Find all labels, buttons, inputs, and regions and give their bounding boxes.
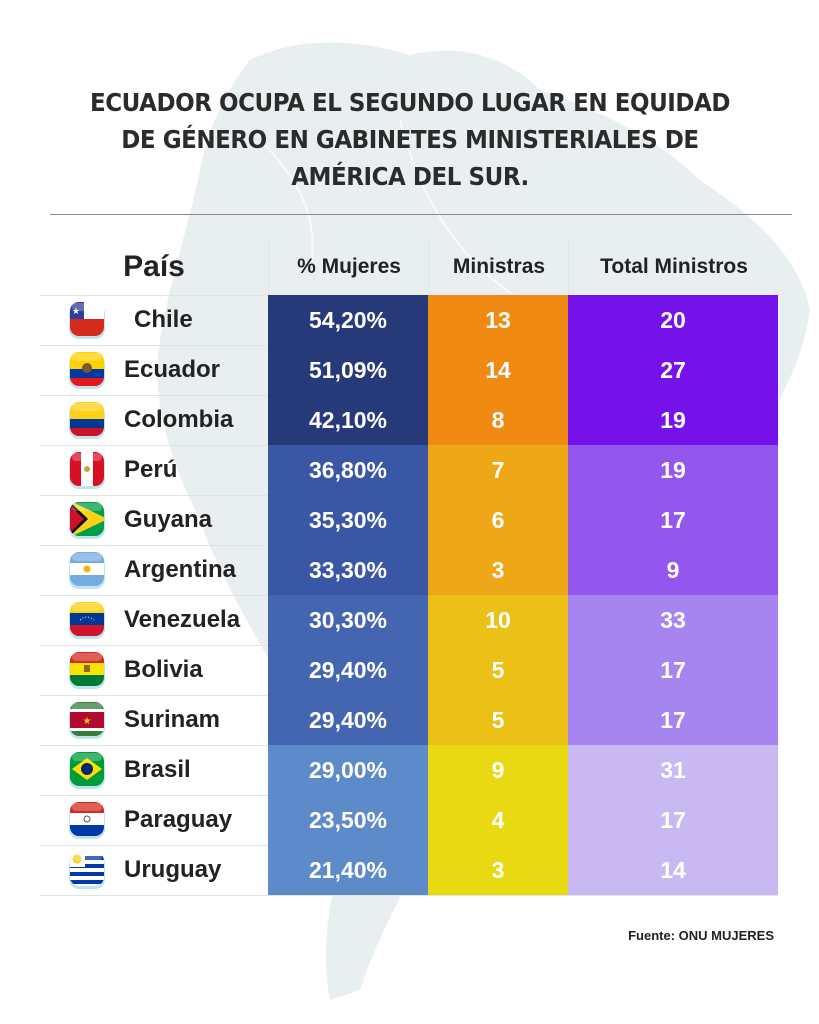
table-row: Ecuador 51,09% 14 27	[40, 345, 778, 395]
ministras-cell: 10	[428, 595, 568, 645]
argentina-flag-icon	[68, 550, 106, 590]
country-name: Brasil	[124, 756, 191, 783]
suriname-flag-icon: ★	[68, 700, 106, 740]
ministras-cell: 8	[428, 395, 568, 445]
total-ministros-cell: 19	[568, 445, 778, 495]
ministras-cell: 14	[428, 345, 568, 395]
pct-mujeres-cell: 21,40%	[268, 845, 428, 895]
table-row: Argentina 33,30% 3 9	[40, 545, 778, 595]
country-name: Uruguay	[124, 856, 222, 883]
svg-text:★: ★	[72, 306, 80, 316]
pct-mujeres-cell: 54,20%	[268, 295, 428, 345]
guyana-flag-icon	[68, 500, 106, 540]
venezuela-flag-icon	[68, 600, 106, 640]
country-cell: Perú	[40, 445, 268, 495]
pct-mujeres-cell: 51,09%	[268, 345, 428, 395]
ministras-cell: 4	[428, 795, 568, 845]
ministras-cell: 5	[428, 645, 568, 695]
country-cell: ★ Surinam	[40, 695, 268, 745]
pct-mujeres-cell: 35,30%	[268, 495, 428, 545]
table-body: ★ Chile 54,20% 13 20 Ecuador 51,09% 14 27 Colombi…	[40, 295, 778, 896]
pct-mujeres-cell: 23,50%	[268, 795, 428, 845]
total-ministros-cell: 31	[568, 745, 778, 795]
uruguay-flag-icon	[68, 850, 106, 890]
total-ministros-cell: 17	[568, 695, 778, 745]
source-note: Fuente: ONU MUJERES	[628, 928, 774, 943]
title-line-3: AMÉRICA DEL SUR.	[291, 162, 529, 191]
country-name: Ecuador	[124, 356, 221, 383]
table-row: Bolivia 29,40% 5 17	[40, 645, 778, 695]
header-ministras: Ministras	[428, 238, 569, 295]
country-name: Argentina	[124, 556, 237, 583]
colombia-flag-icon	[68, 400, 106, 440]
pct-mujeres-cell: 29,40%	[268, 645, 428, 695]
total-ministros-cell: 17	[568, 645, 778, 695]
total-ministros-cell: 20	[568, 295, 778, 345]
ministras-cell: 9	[428, 745, 568, 795]
page-title: ECUADOR OCUPA EL SEGUNDO LUGAR EN EQUIDA…	[70, 84, 751, 195]
ecuador-flag-icon	[68, 350, 106, 390]
country-name: Venezuela	[124, 606, 241, 633]
pct-mujeres-cell: 42,10%	[268, 395, 428, 445]
header-pct-mujeres: % Mujeres	[268, 238, 429, 295]
peru-flag-icon	[68, 450, 106, 490]
total-ministros-cell: 27	[568, 345, 778, 395]
table-row: Colombia 42,10% 8 19	[40, 395, 778, 445]
total-ministros-cell: 14	[568, 845, 778, 895]
ministras-cell: 7	[428, 445, 568, 495]
total-ministros-cell: 33	[568, 595, 778, 645]
table-row: Paraguay 23,50% 4 17	[40, 795, 778, 845]
bolivia-flag-icon	[68, 650, 106, 690]
table-row: Venezuela 30,30% 10 33	[40, 595, 778, 645]
paraguay-flag-icon	[68, 800, 106, 840]
svg-text:★: ★	[83, 716, 92, 727]
table-header: País % Mujeres Ministras Total Ministros	[40, 238, 778, 295]
country-name: Paraguay	[124, 806, 233, 833]
title-line-1: ECUADOR OCUPA EL SEGUNDO LUGAR EN EQUIDA…	[89, 88, 730, 117]
table-row: ★ Surinam 29,40% 5 17	[40, 695, 778, 745]
country-name: Bolivia	[124, 656, 203, 683]
pct-mujeres-cell: 29,40%	[268, 695, 428, 745]
country-name: Chile	[134, 306, 193, 333]
title-divider	[50, 214, 792, 215]
country-name: Surinam	[124, 706, 221, 733]
pct-mujeres-cell: 30,30%	[268, 595, 428, 645]
header-pais: País	[123, 249, 185, 283]
ministras-cell: 13	[428, 295, 568, 345]
country-cell: Paraguay	[40, 795, 268, 845]
table-row: ★ Chile 54,20% 13 20	[40, 295, 778, 345]
country-cell: Venezuela	[40, 595, 268, 645]
header-total-ministros: Total Ministros	[568, 238, 779, 295]
data-table: País % Mujeres Ministras Total Ministros…	[40, 238, 778, 896]
table-row: Uruguay 21,40% 3 14	[40, 845, 778, 896]
ministras-cell: 3	[428, 545, 568, 595]
total-ministros-cell: 17	[568, 795, 778, 845]
table-row: Perú 36,80% 7 19	[40, 445, 778, 495]
country-cell: Guyana	[40, 495, 268, 545]
ministras-cell: 6	[428, 495, 568, 545]
country-cell: Brasil	[40, 745, 268, 795]
ministras-cell: 3	[428, 845, 568, 895]
country-name: Guyana	[124, 506, 213, 533]
country-name: Colombia	[124, 406, 234, 433]
country-cell: ★ Chile	[40, 295, 268, 345]
country-name: Perú	[124, 456, 178, 483]
ministras-cell: 5	[428, 695, 568, 745]
table-row: Brasil 29,00% 9 31	[40, 745, 778, 795]
total-ministros-cell: 19	[568, 395, 778, 445]
country-cell: Colombia	[40, 395, 268, 445]
total-ministros-cell: 17	[568, 495, 778, 545]
pct-mujeres-cell: 33,30%	[268, 545, 428, 595]
total-ministros-cell: 9	[568, 545, 778, 595]
country-cell: Ecuador	[40, 345, 268, 395]
pct-mujeres-cell: 29,00%	[268, 745, 428, 795]
country-cell: Argentina	[40, 545, 268, 595]
chile-flag-icon: ★	[68, 300, 106, 340]
table-row: Guyana 35,30% 6 17	[40, 495, 778, 545]
pct-mujeres-cell: 36,80%	[268, 445, 428, 495]
title-line-2: DE GÉNERO EN GABINETES MINISTERIALES DE	[121, 125, 699, 154]
country-cell: Bolivia	[40, 645, 268, 695]
brazil-flag-icon	[68, 750, 106, 790]
country-cell: Uruguay	[40, 845, 268, 895]
